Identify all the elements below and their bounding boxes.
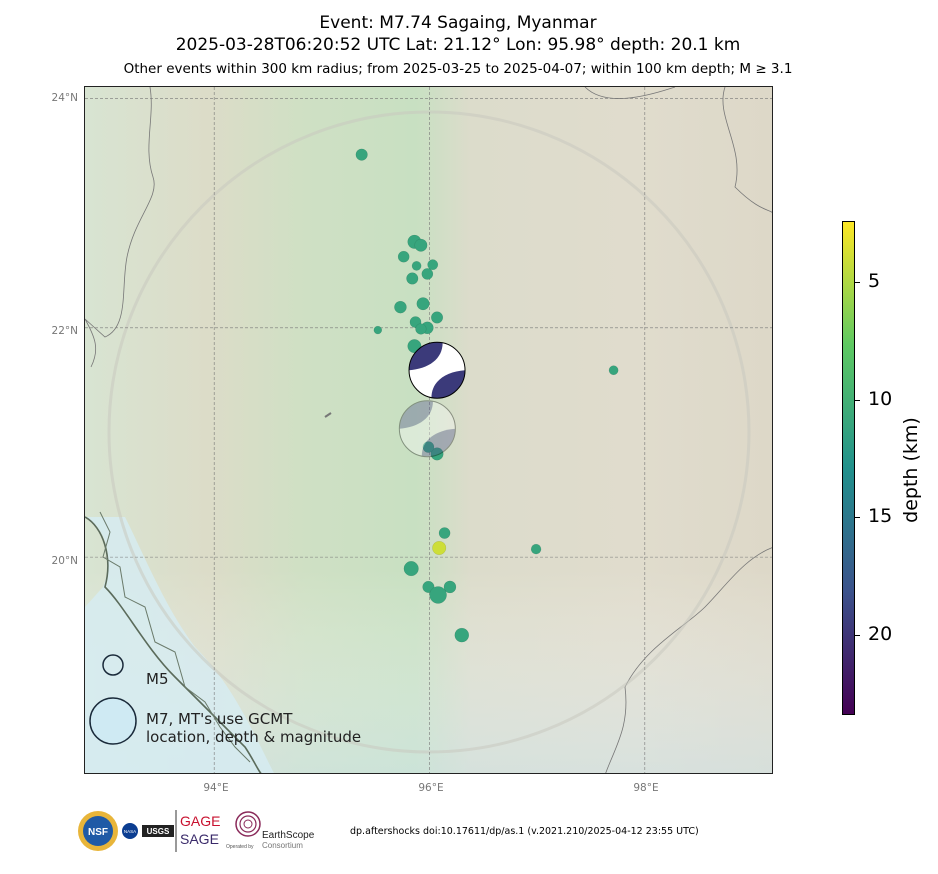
event-marker[interactable] [406,272,419,285]
border-thailand-myanmar [605,547,772,773]
colorbar-tick-label: 10 [868,387,893,410]
search-radius-circle [107,110,751,754]
event-marker[interactable] [608,365,619,376]
lat-label-20: 20°N [51,555,78,567]
event-marker[interactable] [430,447,444,461]
event-marker[interactable] [411,261,422,271]
lon-label-98: 98°E [633,782,659,794]
usgs-logo: USGS [142,825,174,837]
focal-mechanism-gcmt[interactable] [398,400,456,458]
nsf-logo: NSF [78,811,118,851]
lat-label-22: 22°N [51,325,78,337]
event-marker[interactable] [427,259,439,271]
event-marker[interactable] [394,300,407,314]
colorbar-tick-label: 15 [868,505,893,528]
event-marker[interactable] [422,441,435,453]
legend-m5-circle [102,654,124,676]
colorbar-tick-mark [855,282,860,284]
event-marker[interactable] [403,561,419,577]
event-title: Event: M7.74 Sagaing, Myanmar [319,13,597,33]
event-marker[interactable] [443,580,457,594]
border-china-myanmar [584,87,676,99]
border-india-myanmar [85,87,155,338]
event-marker[interactable] [430,311,444,324]
event-marker[interactable] [438,527,451,539]
event-marker[interactable] [415,323,427,335]
earthscope-logo: EarthScope Operated by Consortium [226,811,315,850]
focal-mechanism-main[interactable] [408,341,466,399]
event-marker[interactable] [416,297,430,311]
sponsor-logos: NSF NASA USGS GAGE SAGE EarthScope Opera… [76,806,336,856]
event-marker[interactable] [355,148,368,161]
event-marker[interactable] [429,586,447,604]
lon-label-94: 94°E [203,782,229,794]
event-marker[interactable] [454,627,470,643]
colorbar-tick-label: 20 [868,623,893,646]
legend-m7-label: M7, MT's use GCMT [146,710,293,728]
svg-text:EarthScope: EarthScope [262,830,315,841]
colorbar-title: depth (km) [900,417,922,523]
svg-text:Consortium: Consortium [262,841,303,850]
event-marker[interactable] [432,540,447,555]
colorbar-tick-mark [855,399,860,401]
event-marker[interactable] [397,250,410,263]
svg-text:NSF: NSF [88,827,108,838]
event-details: 2025-03-28T06:20:52 UTC Lat: 21.12° Lon:… [175,35,741,55]
focal-mechanisms [398,341,466,458]
event-marker[interactable] [421,268,434,280]
event-marker[interactable] [373,325,383,335]
depth-colorbar [842,221,855,715]
event-marker[interactable] [414,238,428,252]
gage-logo: GAGE [180,813,220,829]
colorbar-tick-mark [855,635,860,637]
map-panel[interactable] [84,86,773,774]
svg-text:Operated by: Operated by [226,844,254,850]
event-marker[interactable] [530,543,542,555]
colorbar-tick-label: 5 [868,270,881,293]
magnitude-legend [89,654,137,745]
lat-label-24: 24°N [51,92,78,104]
legend-m7-circle [89,697,137,745]
legend-m7-sublabel: location, depth & magnitude [146,728,362,746]
svg-text:USGS: USGS [147,827,170,836]
footer-citation: dp.aftershocks doi:10.17611/dp/as.1 (v.2… [350,826,699,837]
colorbar-tick-mark [855,517,860,519]
nasa-logo: NASA [122,823,138,839]
svg-text:NASA: NASA [124,829,136,834]
event-query-criteria: Other events within 300 km radius; from … [123,61,793,77]
map-canvas [85,87,772,773]
lon-label-96: 96°E [418,782,444,794]
sage-logo: SAGE [180,831,219,847]
legend-m5-label: M5 [146,670,169,688]
